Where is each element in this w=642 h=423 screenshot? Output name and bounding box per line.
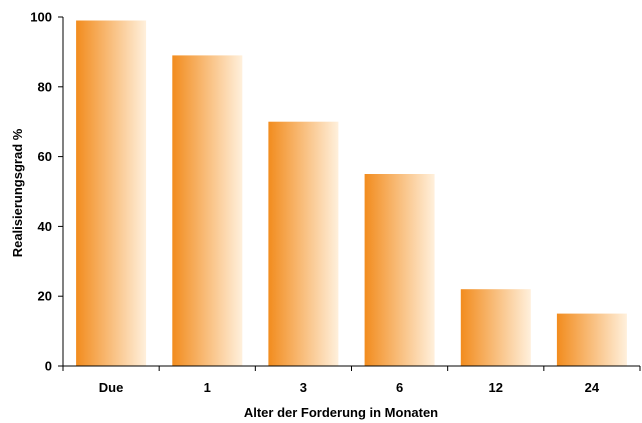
x-tick-label: 6 [396,380,403,395]
x-tick-label: 1 [204,380,211,395]
y-axis-title: Realisierungsgrad % [10,128,25,257]
bar-Due [76,20,147,366]
bar-24 [556,313,627,366]
x-tick-label: Due [99,380,124,395]
y-tick-label: 60 [38,149,52,164]
y-tick-label: 0 [45,359,52,374]
x-tick-label: 24 [585,380,600,395]
x-tick-label: 3 [300,380,307,395]
axes-group [58,16,641,371]
bar-3 [268,121,339,366]
y-tick-label: 20 [38,289,52,304]
bars-group [76,20,627,367]
y-tick-label: 80 [38,79,52,94]
x-tick-label: 12 [489,380,503,395]
bar-12 [460,289,531,366]
y-tick-label: 100 [30,10,52,25]
x-ticks-group: Due 1 3 6 12 24 [99,380,600,395]
bar-6 [364,174,435,366]
bar-1 [172,55,243,367]
x-axis-title: Alter der Forderung in Monaten [244,405,438,420]
y-ticks-group: 0 20 40 60 80 100 [30,10,52,374]
y-tick-label: 40 [38,219,52,234]
